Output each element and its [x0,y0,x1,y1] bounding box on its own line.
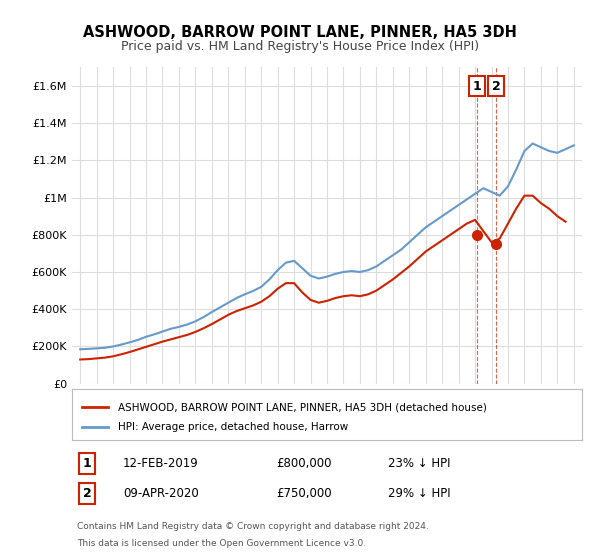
Text: 1: 1 [83,457,92,470]
Text: £800,000: £800,000 [276,457,331,470]
Text: Price paid vs. HM Land Registry's House Price Index (HPI): Price paid vs. HM Land Registry's House … [121,40,479,53]
Text: £750,000: £750,000 [276,487,332,500]
Text: Contains HM Land Registry data © Crown copyright and database right 2024.: Contains HM Land Registry data © Crown c… [77,522,429,531]
Text: HPI: Average price, detached house, Harrow: HPI: Average price, detached house, Harr… [118,422,348,432]
Text: 29% ↓ HPI: 29% ↓ HPI [388,487,451,500]
Text: ASHWOOD, BARROW POINT LANE, PINNER, HA5 3DH (detached house): ASHWOOD, BARROW POINT LANE, PINNER, HA5 … [118,402,487,412]
Text: 1: 1 [472,80,481,93]
Text: 2: 2 [491,80,500,93]
Text: 12-FEB-2019: 12-FEB-2019 [123,457,199,470]
Text: ASHWOOD, BARROW POINT LANE, PINNER, HA5 3DH: ASHWOOD, BARROW POINT LANE, PINNER, HA5 … [83,25,517,40]
Text: This data is licensed under the Open Government Licence v3.0.: This data is licensed under the Open Gov… [77,539,366,548]
Text: 2: 2 [83,487,92,500]
Text: 23% ↓ HPI: 23% ↓ HPI [388,457,451,470]
Text: 09-APR-2020: 09-APR-2020 [123,487,199,500]
